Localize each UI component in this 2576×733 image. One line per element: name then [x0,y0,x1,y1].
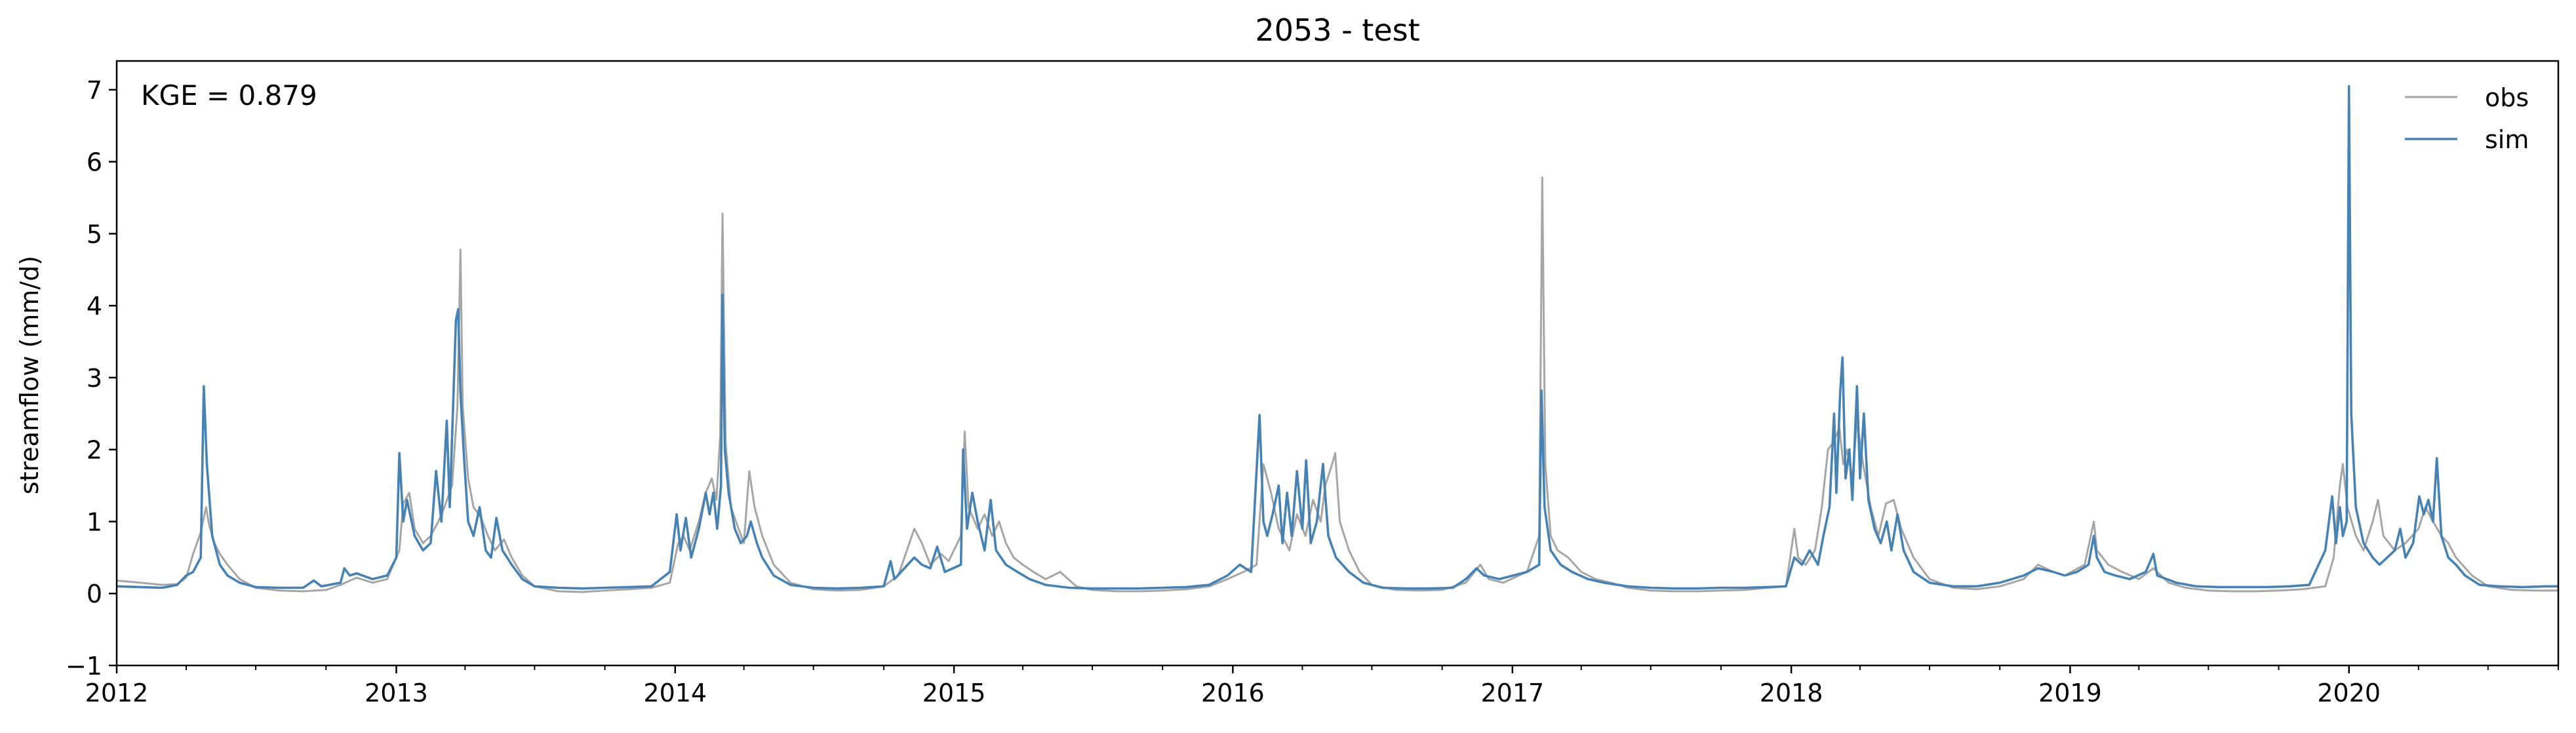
y-tick-label: 5 [87,220,102,248]
y-tick-label: 2 [87,436,102,465]
x-tick-label: 2018 [1760,679,1823,707]
x-axis: 2012 2013 2014 2015 2016 2017 2018 2019 2020 [85,665,2559,707]
series-line-sim [117,85,2558,590]
plot-frame [115,60,2560,667]
chart-title: 2053 - test [1255,12,1419,48]
y-tick-label: 0 [87,580,102,608]
x-tick-label: 2012 [85,679,149,707]
y-tick-label: 7 [87,76,102,105]
x-tick-label: 2020 [2317,679,2381,707]
x-tick-label: 2017 [1480,679,1544,707]
legend-label-sim: sim [2485,125,2529,154]
x-tick-label: 2015 [922,679,986,707]
x-tick-label: 2019 [2038,679,2102,707]
legend-label-obs: obs [2485,83,2529,112]
y-tick-label: −1 [66,652,102,681]
x-tick-label: 2013 [365,679,428,707]
y-tick-label: 1 [87,507,102,536]
y-tick-label: 4 [87,292,102,321]
kge-annotation: KGE = 0.879 [141,79,317,111]
series-line-obs [117,176,2558,593]
series-layer [117,85,2558,593]
y-tick-label: 6 [87,148,102,177]
legend: obs sim [2405,83,2529,154]
plot-area [115,60,2560,667]
x-tick-label: 2014 [643,679,707,707]
y-axis: −1 0 1 2 3 4 5 6 7 [66,76,117,681]
y-tick-label: 3 [87,364,102,393]
y-axis-label: streamflow (mm/d) [15,256,44,494]
x-tick-label: 2016 [1201,679,1265,707]
